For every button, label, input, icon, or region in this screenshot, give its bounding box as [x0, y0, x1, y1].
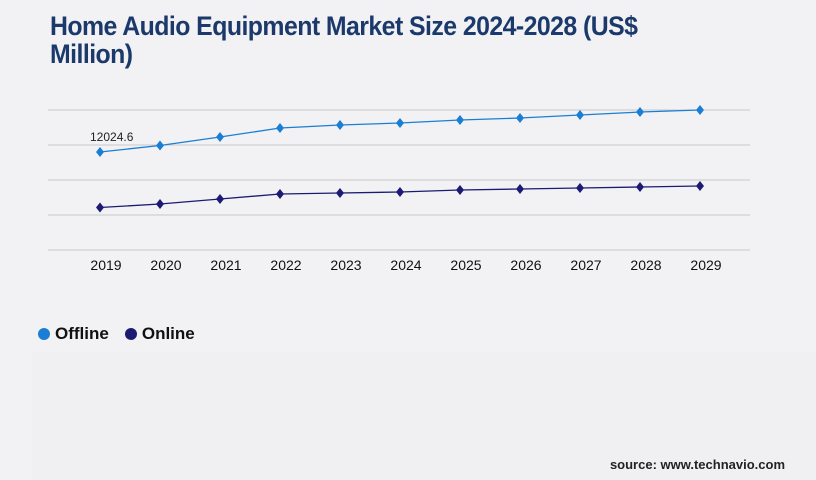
data-point-offline — [576, 110, 584, 121]
x-tick-label: 2026 — [510, 257, 541, 273]
data-point-offline — [516, 113, 524, 124]
data-point-offline — [696, 105, 704, 116]
x-tick-label: 2029 — [690, 257, 721, 273]
online-marker-icon — [124, 328, 137, 340]
lower-panel — [32, 352, 816, 480]
legend-label-online: Online — [141, 324, 195, 343]
data-point-offline — [396, 118, 404, 129]
data-label: 12024.6 — [90, 130, 134, 144]
data-point-online — [96, 202, 104, 213]
data-point-online — [636, 182, 644, 192]
chart-title: Home Audio Equipment Market Size 2024-20… — [50, 11, 638, 69]
data-point-online — [216, 194, 224, 205]
x-tick-label: 2022 — [270, 257, 301, 273]
x-tick-label: 2019 — [90, 257, 121, 273]
data-point-online — [456, 185, 464, 196]
data-point-offline — [156, 140, 164, 151]
data-point-offline — [456, 115, 464, 126]
x-tick-label: 2027 — [570, 257, 601, 273]
legend-item-offline[interactable]: Offline — [38, 324, 109, 344]
x-tick-label: 2021 — [210, 257, 241, 273]
data-point-online — [276, 189, 284, 200]
data-point-online — [576, 183, 584, 194]
x-tick-label: 2024 — [390, 257, 421, 273]
data-point-online — [516, 184, 524, 195]
line-chart: 2019 2020 2021 2022 2023 2024 2025 2026 2027 2028… — [48, 105, 750, 273]
x-tick-label: 2028 — [630, 257, 661, 273]
data-point-offline — [636, 107, 644, 118]
series-line-offline — [99, 109, 701, 153]
x-tick-label: 2023 — [330, 257, 361, 273]
data-point-online — [696, 181, 704, 192]
data-point-online — [336, 188, 344, 199]
data-point-offline — [216, 132, 224, 143]
data-point-offline — [276, 123, 284, 134]
offline-marker-icon — [38, 328, 50, 340]
source-text: source: www.technavio.com — [609, 457, 785, 472]
x-tick-label: 2025 — [450, 257, 481, 273]
data-point-online — [156, 199, 164, 210]
data-point-offline — [96, 147, 104, 158]
x-tick-label: 2020 — [150, 257, 181, 273]
legend-item-online[interactable]: Online — [124, 324, 195, 344]
legend: Offline Online — [38, 324, 195, 344]
data-point-offline — [336, 120, 344, 131]
data-point-online — [396, 187, 404, 198]
legend-label-offline: Offline — [55, 324, 109, 343]
